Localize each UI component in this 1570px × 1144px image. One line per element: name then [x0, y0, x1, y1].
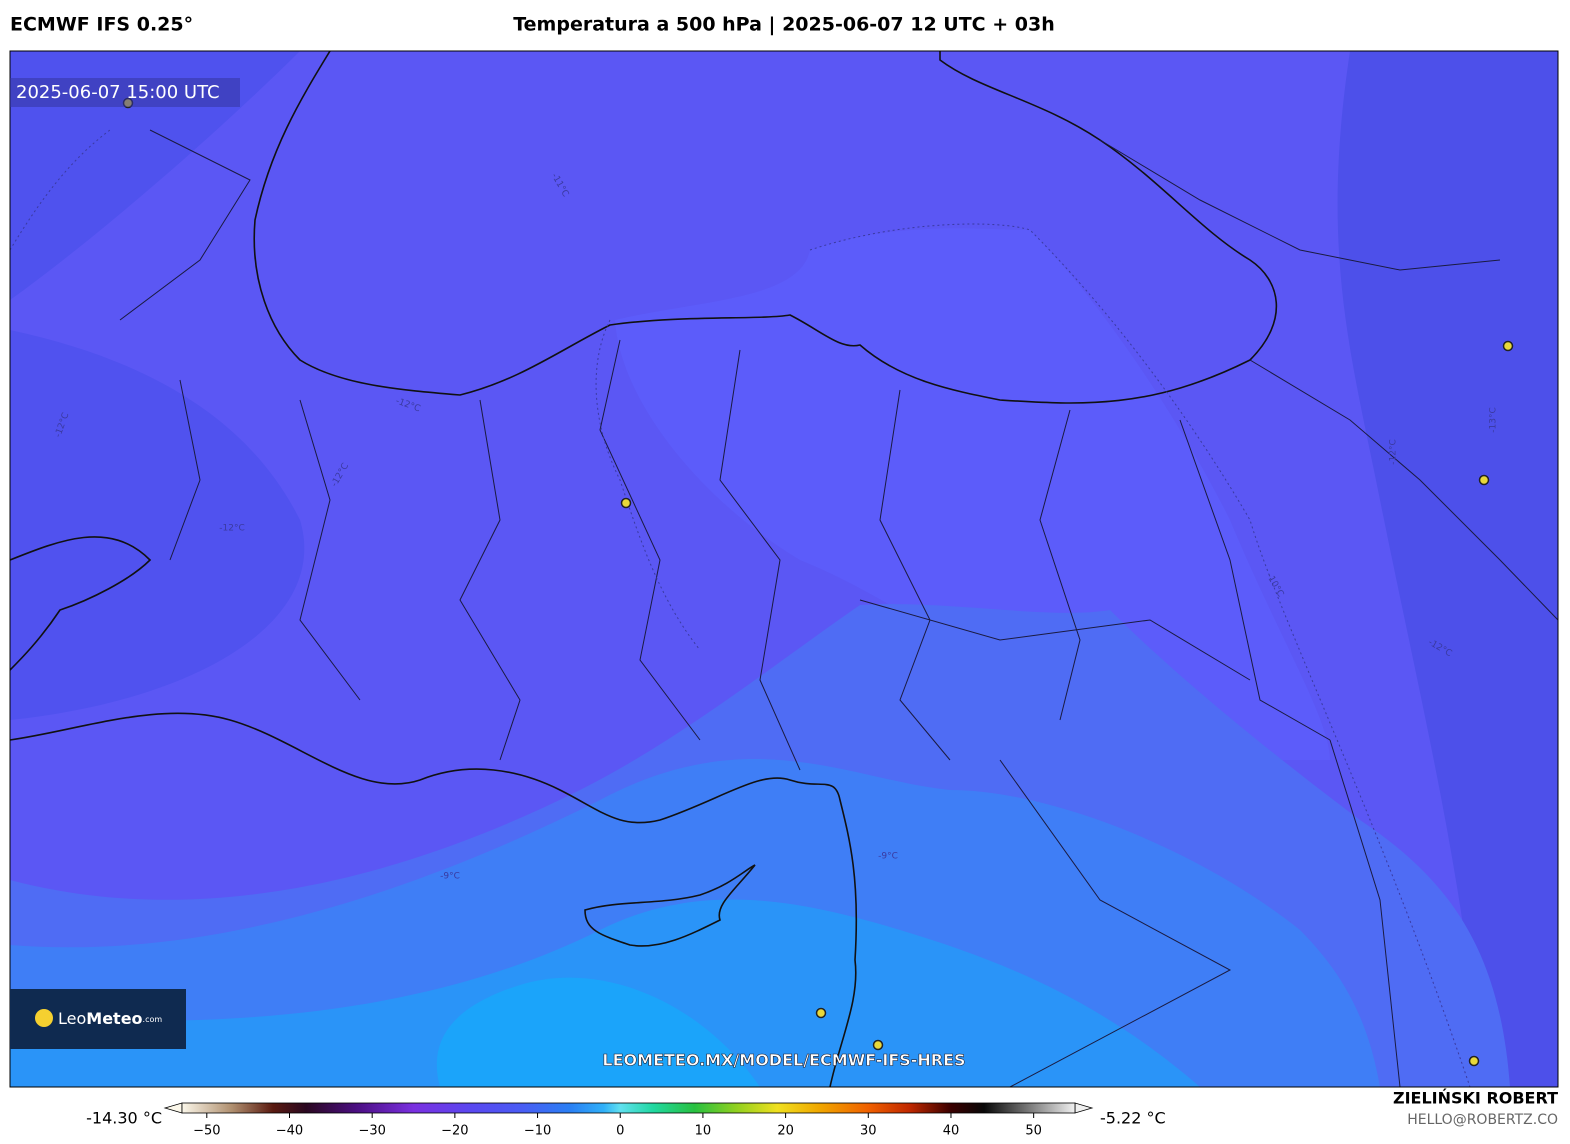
colorbar-tick-label: 50 [1025, 1124, 1042, 1139]
colorbar-tick-label: 10 [695, 1124, 712, 1139]
colorbar-tick-label: −40 [276, 1124, 303, 1139]
colorbar-tick-label: −20 [441, 1124, 468, 1139]
colorbar-max: -5.22 °C [1100, 1109, 1166, 1128]
logo-brand-bold: Meteo [86, 1009, 142, 1028]
coastline [584, 864, 756, 947]
city-marker [1478, 474, 1490, 486]
map: -11°C-12°C-12°C-12°C-12°C-9°C-9°C-10°C-1… [10, 51, 1558, 1087]
coastline [10, 536, 152, 671]
city-marker [1468, 1055, 1480, 1067]
watermark: LEOMETEO.MX/MODEL/ECMWF-IFS-HRES [602, 1051, 965, 1070]
colorbar-tick-label: −50 [193, 1124, 220, 1139]
coastline [253, 51, 1278, 404]
model-name: ECMWF IFS 0.25° [10, 14, 193, 36]
contour-label: -12°C [219, 524, 244, 534]
colorbar-min: -14.30 °C [86, 1109, 162, 1128]
contour-label: -12°C [1389, 439, 1399, 464]
colorbar-tick-label: 20 [777, 1124, 794, 1139]
logo-suffix: .com [143, 1015, 163, 1024]
logo-sun [35, 1009, 53, 1027]
colorbar-tick-label: −30 [358, 1124, 385, 1139]
contour-label: -9°C [440, 872, 460, 882]
logo-brand: Leo [58, 1009, 86, 1028]
colorbar-extend [163, 1102, 183, 1114]
city-marker [620, 497, 632, 509]
coastline [10, 712, 858, 1087]
temperature-field [10, 330, 305, 720]
admin-border [119, 129, 1558, 1087]
valid-time: 2025-06-07 15:00 UTC [16, 82, 220, 103]
contour-label: -13°C [1489, 407, 1499, 432]
isotherm [10, 129, 1471, 1087]
colorbar-tick-label: 0 [616, 1124, 624, 1139]
valid-time-box [10, 78, 240, 107]
temperature-field [436, 977, 760, 1087]
city-marker [1502, 340, 1514, 352]
city-marker [872, 1039, 884, 1051]
colorbar-tick-label: 40 [943, 1124, 960, 1139]
colorbar-ramp [181, 1102, 1076, 1114]
colorbar: −50 −40 −30 −20 −10 0 10 20 30 40 50 [163, 1102, 1094, 1139]
contour-label: -9°C [878, 852, 898, 862]
logo: LeoMeteo.com [10, 989, 186, 1049]
email: HELLO@ROBERTZ.CO [1407, 1112, 1558, 1128]
temperature-field [10, 51, 300, 300]
city-marker [815, 1007, 827, 1019]
author: ZIELIŃSKI ROBERT [1393, 1089, 1558, 1108]
temperature-field [615, 228, 1330, 760]
logo-text: LeoMeteo.com [58, 1009, 162, 1028]
map-title: Temperatura a 500 hPa | 2025-06-07 12 UT… [513, 14, 1055, 36]
colorbar-tick-label: −10 [524, 1124, 551, 1139]
map-frame [9, 50, 1559, 1088]
colorbar-extend [1074, 1102, 1094, 1114]
colorbar-tick-label: 30 [860, 1124, 877, 1139]
temperature-field [1337, 51, 1558, 1087]
